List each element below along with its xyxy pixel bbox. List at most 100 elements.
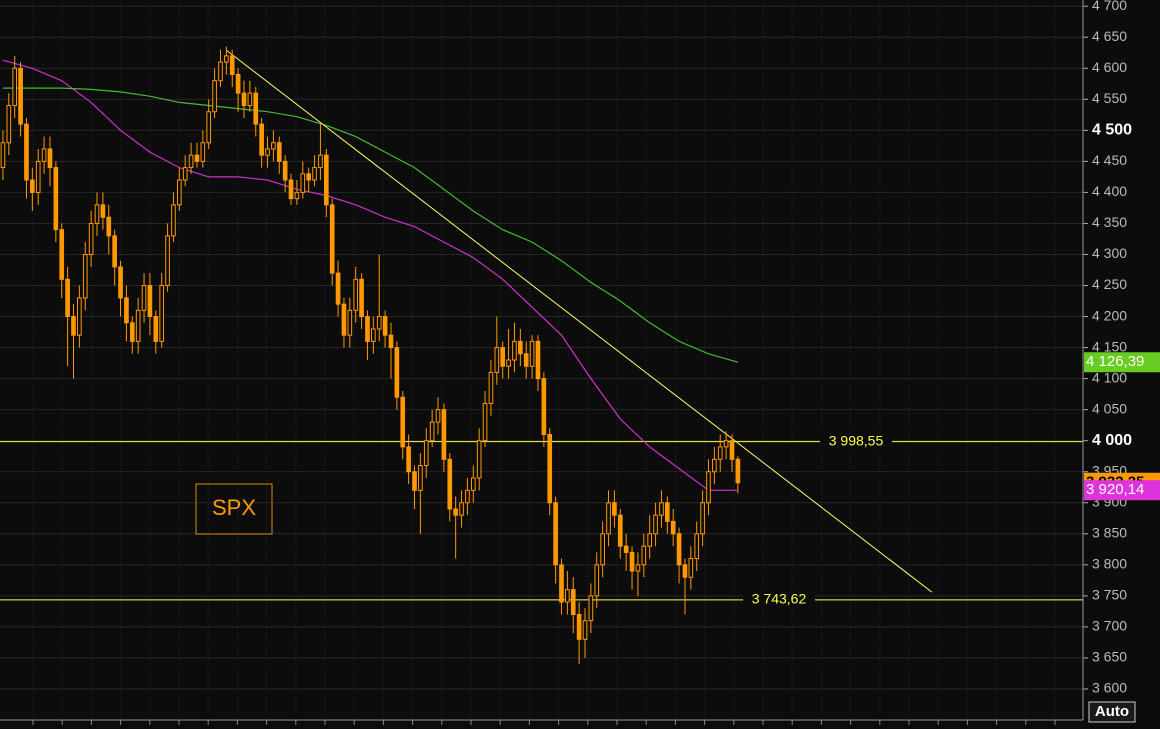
candle-body bbox=[12, 67, 18, 107]
auto-button-label[interactable]: Auto bbox=[1095, 703, 1129, 720]
candle-body bbox=[159, 285, 165, 342]
candle-body bbox=[312, 167, 317, 181]
candle-body bbox=[518, 340, 523, 355]
candle-body bbox=[177, 179, 182, 206]
candle-body bbox=[453, 508, 458, 516]
y-tick-label: 4 450 bbox=[1092, 152, 1127, 168]
candle-body bbox=[617, 514, 623, 547]
candle-body bbox=[41, 148, 47, 162]
candle-body bbox=[476, 440, 482, 479]
level-label-bg bbox=[743, 590, 815, 609]
candle-body bbox=[376, 316, 382, 330]
candle-body bbox=[582, 620, 588, 640]
plot: 3 998,55 3 743,62 bbox=[0, 46, 1083, 665]
candle-body bbox=[576, 613, 582, 640]
candle-body bbox=[647, 533, 653, 547]
candle-body bbox=[694, 533, 700, 560]
candle-body bbox=[206, 111, 212, 144]
symbol-box bbox=[195, 483, 273, 535]
candle-body bbox=[535, 340, 541, 380]
y-tick-label: 4 650 bbox=[1092, 28, 1127, 44]
y-tick-label: 4 150 bbox=[1092, 338, 1127, 354]
price-tag bbox=[1084, 480, 1160, 501]
candle-body bbox=[394, 347, 400, 398]
level-label: 3 743,62 bbox=[752, 591, 807, 607]
candle-body bbox=[418, 465, 423, 491]
candle-body bbox=[423, 440, 429, 467]
candle-body bbox=[71, 316, 76, 336]
candle-body bbox=[600, 533, 605, 566]
candle-body bbox=[35, 160, 41, 193]
candle-body bbox=[94, 204, 100, 224]
y-tick-label: 4 600 bbox=[1092, 59, 1127, 75]
y-tick-label: 3 800 bbox=[1092, 556, 1127, 572]
y-tick-label: 4 100 bbox=[1092, 369, 1127, 385]
candle-body bbox=[135, 309, 141, 342]
candle-body bbox=[341, 303, 347, 336]
candle-body bbox=[188, 154, 194, 169]
candle-body bbox=[494, 347, 500, 373]
candle-body bbox=[623, 545, 629, 553]
candle-body bbox=[429, 421, 435, 442]
candle-body bbox=[664, 502, 670, 522]
candle-body bbox=[400, 396, 406, 448]
candle-body bbox=[594, 564, 600, 597]
auto-button[interactable] bbox=[1088, 701, 1136, 723]
candle-body bbox=[288, 179, 294, 200]
candle-body bbox=[500, 347, 506, 367]
candle-body bbox=[129, 322, 135, 342]
candle-body bbox=[506, 359, 511, 367]
candle-body bbox=[700, 502, 705, 535]
y-tick-label: 4 500 bbox=[1092, 122, 1132, 139]
price-tag-label: 4 126,39 bbox=[1086, 353, 1144, 370]
candle-body bbox=[712, 458, 717, 473]
candle-body bbox=[271, 142, 276, 150]
candle-body bbox=[82, 253, 88, 299]
candle-body bbox=[247, 92, 253, 107]
chart-title: SPX bbox=[212, 495, 256, 520]
candle-body bbox=[106, 216, 112, 237]
candle-body bbox=[259, 123, 264, 156]
candle-body bbox=[441, 409, 447, 460]
y-tick-label: 4 550 bbox=[1092, 90, 1127, 106]
candle-body bbox=[153, 316, 159, 342]
candle-body bbox=[65, 278, 70, 318]
candle-body bbox=[47, 148, 53, 169]
moving-average bbox=[2, 87, 739, 363]
candle-body bbox=[147, 285, 153, 318]
candle-body bbox=[382, 316, 388, 336]
candle-body bbox=[306, 173, 311, 181]
candle-body bbox=[435, 409, 441, 423]
candle-body bbox=[735, 458, 741, 484]
candle-body bbox=[371, 328, 376, 342]
candle-body bbox=[200, 142, 206, 162]
candle-body bbox=[265, 148, 270, 156]
y-tick-label: 4 400 bbox=[1092, 183, 1127, 199]
candle-body bbox=[570, 589, 576, 615]
candle-body bbox=[347, 309, 353, 336]
candle-body bbox=[88, 222, 94, 255]
candle-body bbox=[659, 502, 664, 516]
candle-body bbox=[523, 353, 529, 367]
candle-body bbox=[212, 80, 217, 113]
candle-body bbox=[459, 502, 464, 516]
y-tick-label: 4 000 bbox=[1092, 432, 1132, 449]
candle-body bbox=[629, 551, 635, 572]
candle-body bbox=[553, 502, 558, 566]
candle-body bbox=[717, 446, 723, 460]
candle-body bbox=[670, 520, 676, 535]
candle-body bbox=[676, 533, 682, 566]
candle-body bbox=[224, 55, 229, 63]
candle-body bbox=[53, 167, 59, 231]
candle-body bbox=[606, 502, 611, 535]
y-tick-label: 3 850 bbox=[1092, 524, 1127, 540]
candle-body bbox=[276, 142, 282, 162]
candle-body bbox=[723, 440, 729, 448]
candle-body bbox=[30, 179, 35, 193]
y-tick-label: 4 250 bbox=[1092, 276, 1127, 292]
candle-body bbox=[282, 160, 288, 181]
